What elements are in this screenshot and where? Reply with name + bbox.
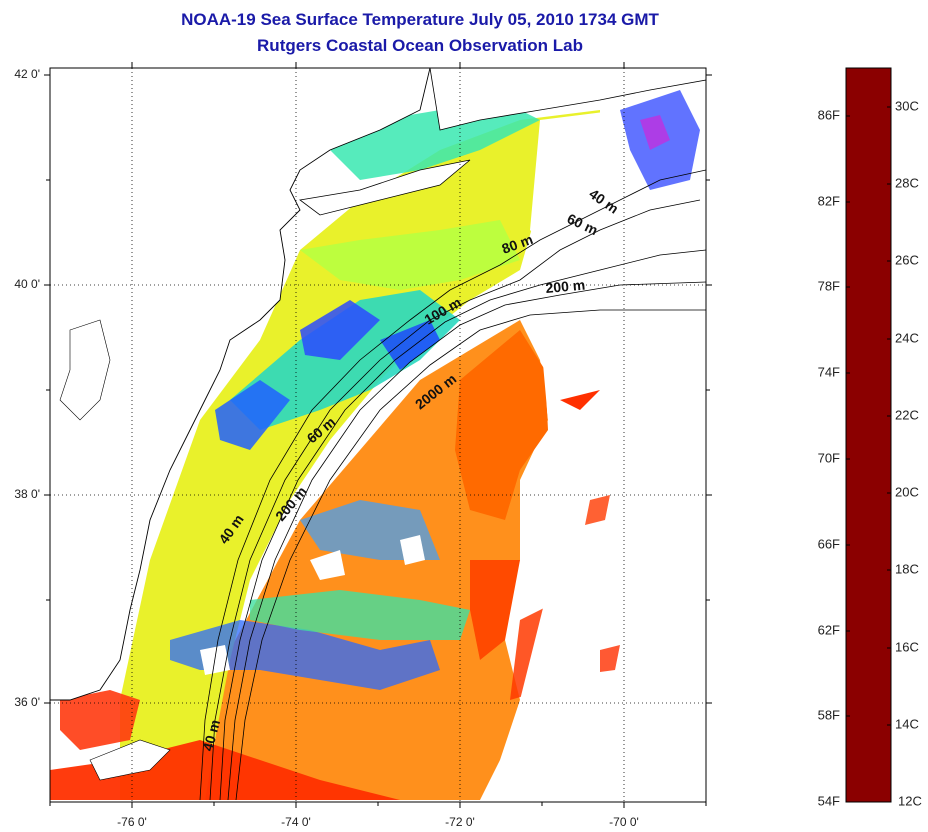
colorbar-f-label: 82F (818, 193, 840, 208)
colorbar-c-label: 28C (895, 175, 919, 190)
lat-label: 42 0' (14, 67, 40, 81)
land-coastline (49, 67, 707, 781)
lat-label: 40 0' (14, 277, 40, 291)
map-grid (50, 68, 706, 802)
colorbar-c-label: 12C (898, 793, 922, 808)
sst-field (50, 80, 706, 800)
colorbar (845, 67, 892, 803)
colorbar-c-label: 24C (895, 330, 919, 345)
colorbar-f-label: 62F (818, 622, 840, 637)
lon-label: -72 0' (445, 815, 475, 829)
map-subtitle: Rutgers Coastal Ocean Observation Lab (257, 36, 583, 55)
colorbar-c-label: 20C (895, 484, 919, 499)
lon-label: -70 0' (609, 815, 639, 829)
map-ticks (44, 62, 712, 808)
contour-label: 40 m (199, 718, 223, 753)
colorbar-f-label: 58F (818, 707, 840, 722)
colorbar-f-label: 70F (818, 450, 840, 465)
lat-label: 36 0' (14, 695, 40, 709)
colorbar-f-label: 86F (818, 107, 840, 122)
map-title: NOAA-19 Sea Surface Temperature July 05,… (181, 10, 659, 29)
colorbar-c-label: 14C (895, 716, 919, 731)
bathymetry-contours (199, 169, 707, 801)
colorbar-f-label: 74F (818, 364, 840, 379)
colorbar-c-label: 18C (895, 561, 919, 576)
lon-label: -74 0' (281, 815, 311, 829)
lon-label: -76 0' (117, 815, 147, 829)
contour-label: 200 m (545, 277, 586, 296)
colorbar-f-label: 66F (818, 536, 840, 551)
colorbar-c-label: 22C (895, 407, 919, 422)
colorbar-f-label: 78F (818, 278, 840, 293)
colorbar-ticks (846, 106, 891, 726)
colorbar-c-label: 30C (895, 98, 919, 113)
colorbar-f-label: 54F (818, 793, 840, 808)
colorbar-c-label: 16C (895, 639, 919, 654)
lat-label: 38 0' (14, 487, 40, 501)
colorbar-c-label: 26C (895, 252, 919, 267)
